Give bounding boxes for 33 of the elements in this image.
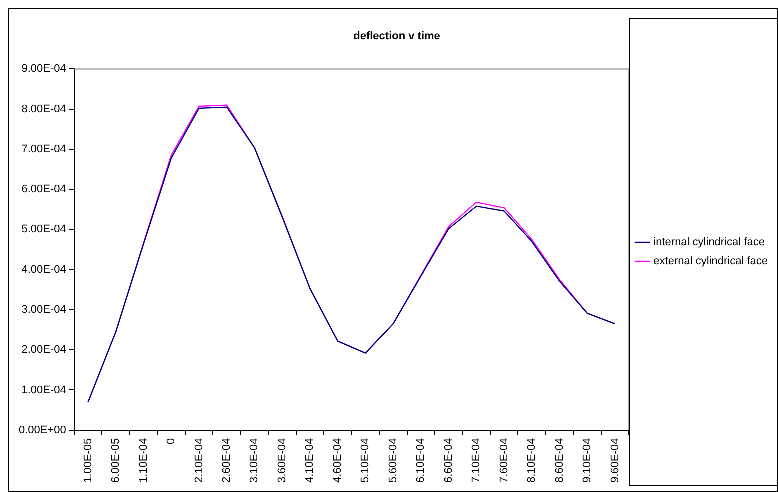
x-tick-label: 4.10E-04 xyxy=(304,438,316,484)
x-tick-label: 8.60E-04 xyxy=(554,438,566,484)
y-tick-label: 6.00E-04 xyxy=(22,184,66,196)
y-tick-label: 5.00E-04 xyxy=(22,224,66,236)
y-tick-label: 7.00E-04 xyxy=(22,143,66,156)
x-tick-label: 6.60E-04 xyxy=(442,438,455,484)
x-tick-label: 4.60E-04 xyxy=(332,438,344,484)
x-tick-label: 7.10E-04 xyxy=(470,438,483,484)
y-tick-label: 1.00E-04 xyxy=(22,384,66,396)
y-tick-label: 2.00E-04 xyxy=(22,344,66,356)
legend-label: internal cylindrical face xyxy=(654,236,765,249)
x-tick-label: 0 xyxy=(166,438,178,444)
x-tick-label: 2.10E-04 xyxy=(193,438,206,484)
x-tick-label: 3.60E-04 xyxy=(276,438,288,484)
y-tick-label: 9.00E-04 xyxy=(22,63,66,76)
x-tick-label: 6.10E-04 xyxy=(415,438,428,484)
x-tick-label: 6.00E-05 xyxy=(110,438,122,484)
x-tick-label: 3.10E-04 xyxy=(248,438,261,484)
x-tick-label: 8.10E-04 xyxy=(526,438,538,484)
y-tick-label: 8.00E-04 xyxy=(22,103,66,116)
x-tick-label: 7.60E-04 xyxy=(498,438,510,484)
x-tick-label: 1.00E-05 xyxy=(82,438,94,484)
chart-title: deflection v time xyxy=(354,30,440,43)
x-tick-label: 1.10E-04 xyxy=(138,438,150,484)
x-tick-label: 5.60E-04 xyxy=(387,438,400,484)
y-tick-label: 4.00E-04 xyxy=(22,264,66,276)
legend-label: external cylindrical face xyxy=(654,256,768,268)
x-tick-label: 9.10E-04 xyxy=(582,438,594,484)
y-tick-label: 3.00E-04 xyxy=(22,304,66,316)
y-tick-label: 0.00E+00 xyxy=(19,424,66,436)
x-tick-label: 5.10E-04 xyxy=(360,438,372,484)
x-tick-label: 2.60E-04 xyxy=(220,438,233,484)
x-tick-label: 9.60E-04 xyxy=(609,438,622,484)
